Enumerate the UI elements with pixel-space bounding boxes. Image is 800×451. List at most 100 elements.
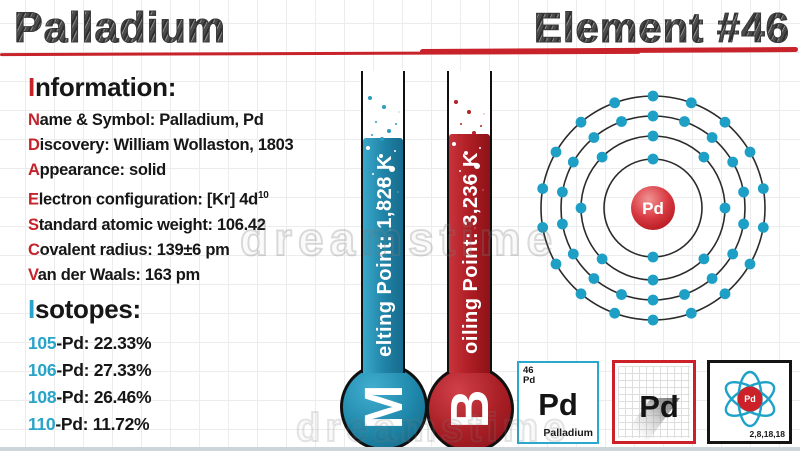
isotope-abundance: -Pd: 26.46% — [56, 387, 152, 407]
electron — [609, 307, 621, 319]
boiling-point-label: oiling Point: 3,236 K — [460, 152, 482, 354]
isotope-row: 105-Pd: 22.33% — [28, 330, 152, 357]
info-line-van-der-waals: Van der Waals: 163 pm — [28, 263, 293, 288]
line-text: ppearance: solid — [39, 161, 167, 179]
electron — [609, 97, 621, 109]
electron — [550, 146, 562, 158]
heading-initial: I — [28, 72, 35, 102]
electron — [647, 110, 659, 122]
info-line-electron-config: Electron configuration: [Kr] 4d10 — [28, 183, 293, 213]
info-line-appearance: Appearance: solid — [28, 158, 293, 183]
electron — [647, 90, 659, 102]
electron — [698, 151, 710, 163]
boiling-thermometer-bulb — [426, 365, 514, 451]
line-initial: S — [28, 215, 39, 234]
electron — [719, 202, 731, 214]
line-initial: E — [28, 190, 39, 209]
electron — [744, 258, 756, 270]
electron — [557, 186, 568, 198]
electron — [647, 314, 659, 326]
line-text: tandard atomic weight: 106.42 — [38, 215, 266, 234]
heading-initial: I — [28, 294, 35, 324]
electron — [744, 146, 756, 158]
line-text: ame & Symbol: Palladium, Pd — [39, 111, 264, 129]
isotope-mass: 108 — [28, 387, 57, 407]
atom-diagram: Pd — [537, 90, 769, 326]
isotope-mass: 106 — [28, 360, 57, 380]
melting-point-label: elting Point: 1,828 K — [374, 155, 396, 357]
line-text: ovalent radius: 139±6 pm — [39, 240, 230, 259]
electron — [757, 222, 769, 233]
electron — [575, 202, 587, 214]
nucleus-icon — [737, 386, 762, 412]
isotope-row: 110-Pd: 11.72% — [28, 411, 151, 438]
isotope-abundance: -Pd: 22.33% — [56, 333, 152, 353]
electron — [567, 248, 579, 260]
line-text: iscovery: William Wollaston, 1803 — [39, 136, 294, 154]
electron — [738, 218, 749, 230]
info-line-atomic-weight: Standard atomic weight: 106.42 — [28, 213, 293, 238]
periodic-table-tile: 46 Pd Pd Palladium — [517, 361, 599, 444]
info-line-name-symbol: Name & Symbol: Palladium, Pd — [28, 108, 293, 133]
electron — [616, 289, 627, 300]
electron — [685, 97, 697, 109]
electron — [537, 183, 549, 194]
nucleus-symbol: Pd — [642, 199, 664, 218]
isotope-mass: 110 — [28, 414, 56, 434]
isotopes-section: Isotopes: 105-Pd: 22.33% 106-Pd: 27.33% … — [28, 294, 152, 438]
electron — [706, 132, 718, 143]
atom-icon: Pd — [724, 370, 775, 428]
electron — [596, 151, 608, 163]
isotopes-heading: Isotopes: — [28, 294, 151, 325]
electron — [575, 116, 587, 128]
line-initial: V — [28, 265, 38, 284]
electron — [719, 288, 731, 300]
heading-rest: sotopes: — [34, 294, 141, 324]
electron — [588, 273, 600, 284]
red-underline-thick — [419, 47, 799, 54]
electron — [550, 258, 562, 270]
boiling-liquid — [449, 134, 490, 373]
electron — [647, 153, 659, 165]
electron — [698, 253, 710, 265]
electron — [738, 186, 749, 198]
info-line-discovery: Discovery: William Wollaston, 1803 — [28, 133, 294, 158]
boiling-bubbles — [452, 142, 456, 146]
electron — [647, 294, 659, 306]
isotope-abundance: -Pd: 11.72% — [55, 414, 150, 434]
electron — [557, 218, 568, 230]
electron — [719, 116, 731, 128]
melting-spray-dots — [368, 96, 372, 100]
tile-atomic-number: 46 Pd — [523, 366, 535, 386]
electron — [727, 156, 739, 168]
line-initial: C — [28, 240, 40, 259]
electron — [679, 289, 690, 300]
electron — [596, 253, 608, 265]
line-initial: D — [28, 136, 40, 154]
isotope-abundance: -Pd: 27.33% — [56, 360, 152, 380]
line-text: an der Waals: 163 pm — [37, 265, 200, 284]
bottom-strip — [0, 447, 800, 451]
electron — [647, 130, 659, 142]
melting-liquid — [363, 138, 403, 373]
page-title: Palladium — [13, 4, 227, 53]
melting-thermometer-tube — [361, 71, 405, 373]
line-initial: A — [28, 161, 40, 179]
information-section: Information: Name & Symbol: Palladium, P… — [28, 72, 294, 288]
information-heading: Information: — [28, 72, 293, 103]
element-number: Element #46 — [533, 4, 790, 52]
line-text: lectron configuration: [Kr] 4d — [38, 190, 259, 209]
symbol-shadow-tile: Pd — [612, 360, 696, 444]
boiling-point-initial: B — [440, 389, 500, 429]
electron — [567, 156, 579, 168]
isotope-row: 108-Pd: 26.46% — [28, 384, 152, 411]
atomic-model-tile: Pd 2,8,18,18 — [707, 360, 792, 444]
tile-symbol: Pd — [639, 389, 679, 424]
nucleus — [631, 186, 675, 230]
electron — [647, 274, 659, 286]
isotope-mass: 105 — [28, 333, 57, 353]
boiling-thermometer-tube — [447, 71, 492, 373]
tile-element-name: Palladium — [543, 427, 593, 439]
electron — [685, 307, 697, 319]
